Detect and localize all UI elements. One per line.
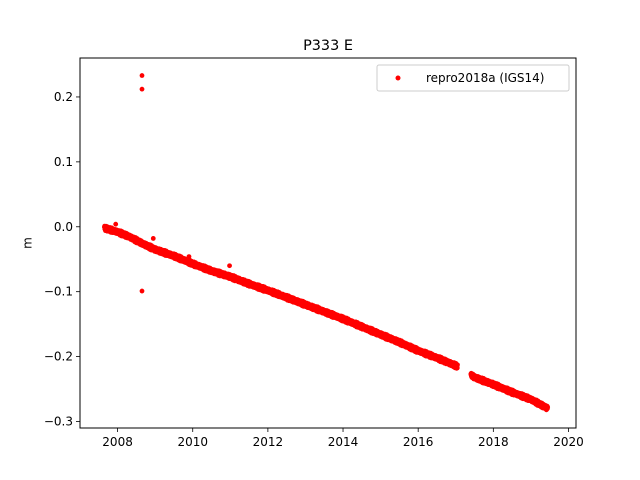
- y-tick-label: 0.2: [54, 90, 73, 104]
- data-point: [113, 221, 119, 227]
- data-point: [545, 404, 551, 410]
- chart-title: P333 E: [303, 38, 353, 54]
- data-point: [227, 263, 232, 269]
- y-tick-label: −0.3: [44, 415, 73, 429]
- y-tick-label: −0.2: [44, 350, 73, 364]
- data-point: [139, 86, 145, 92]
- legend-marker: [395, 75, 401, 81]
- data-point: [150, 236, 156, 241]
- y-tick-label: 0.0: [54, 220, 73, 234]
- data-points: [102, 73, 551, 413]
- x-tick-label: 2012: [253, 435, 284, 449]
- x-tick-label: 2014: [328, 435, 359, 449]
- legend: repro2018a (IGS14): [376, 64, 570, 92]
- plot-frame: [79, 57, 577, 429]
- legend-label: repro2018a (IGS14): [426, 71, 544, 85]
- data-point: [139, 288, 145, 294]
- legend-box: [376, 64, 570, 92]
- x-tick-label: 2016: [403, 435, 434, 449]
- data-point: [139, 73, 145, 78]
- x-tick-label: 2008: [102, 435, 133, 449]
- x-tick-label: 2018: [478, 435, 509, 449]
- x-tick-label: 2020: [553, 435, 584, 449]
- data-point: [455, 362, 460, 368]
- data-point: [186, 254, 192, 260]
- y-axis: −0.3 −0.2 −0.1 0.0 0.1 0.2: [44, 90, 80, 429]
- y-tick-label: 0.1: [54, 155, 73, 169]
- y-tick-label: −0.1: [44, 285, 73, 299]
- y-axis-label: m: [21, 237, 35, 249]
- x-axis: 2008 2010 2012 2014 2016 2018 2020: [102, 428, 584, 449]
- x-tick-label: 2010: [177, 435, 208, 449]
